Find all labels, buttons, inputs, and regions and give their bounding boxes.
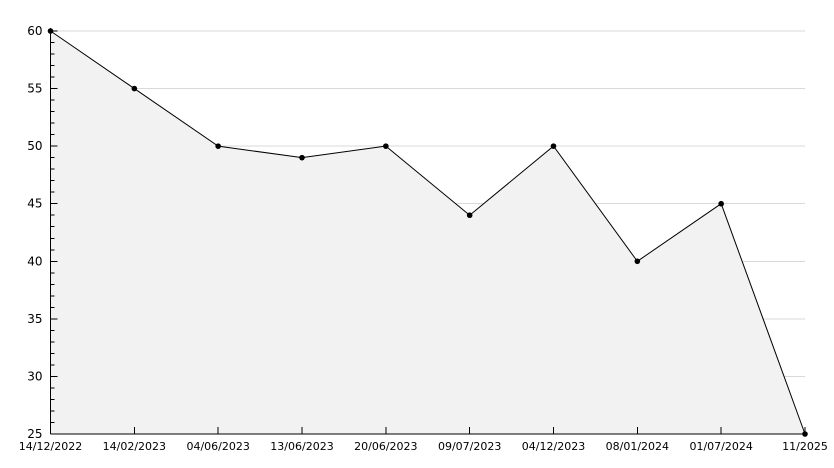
data-point-marker xyxy=(550,143,557,149)
x-tick-label: 20/06/2023 xyxy=(354,440,417,453)
x-tick-label: 11/2025 xyxy=(782,440,828,453)
data-point-marker xyxy=(718,200,724,207)
x-tick-label: 14/12/2022 xyxy=(19,440,82,453)
y-tick-label: 45 xyxy=(27,197,42,211)
data-point-marker xyxy=(47,28,54,34)
data-point-marker xyxy=(634,258,641,265)
y-tick-label: 35 xyxy=(27,312,42,326)
y-tick-label: 40 xyxy=(27,254,42,268)
x-tick-label: 01/07/2024 xyxy=(689,440,752,453)
y-tick-label: 60 xyxy=(27,24,42,38)
data-point-marker xyxy=(383,143,389,149)
y-tick-label: 30 xyxy=(27,369,42,383)
x-tick-label: 09/07/2023 xyxy=(438,440,501,453)
x-tick-label: 13/06/2023 xyxy=(270,440,333,453)
data-point-marker xyxy=(215,143,221,149)
y-tick-label: 55 xyxy=(27,82,42,96)
x-tick-label: 08/01/2024 xyxy=(606,440,669,453)
area-fill xyxy=(50,31,805,434)
y-tick-label: 50 xyxy=(27,139,42,153)
x-tick-label: 04/06/2023 xyxy=(186,440,249,453)
x-tick-label: 14/02/2023 xyxy=(103,440,166,453)
data-point-marker xyxy=(466,212,473,219)
series-line xyxy=(50,30,806,435)
data-point-marker xyxy=(131,85,138,92)
y-tick-label: 25 xyxy=(27,427,42,441)
data-point-marker xyxy=(299,154,305,161)
data-point-marker xyxy=(802,431,808,437)
x-tick-label: 04/12/2023 xyxy=(522,440,585,453)
